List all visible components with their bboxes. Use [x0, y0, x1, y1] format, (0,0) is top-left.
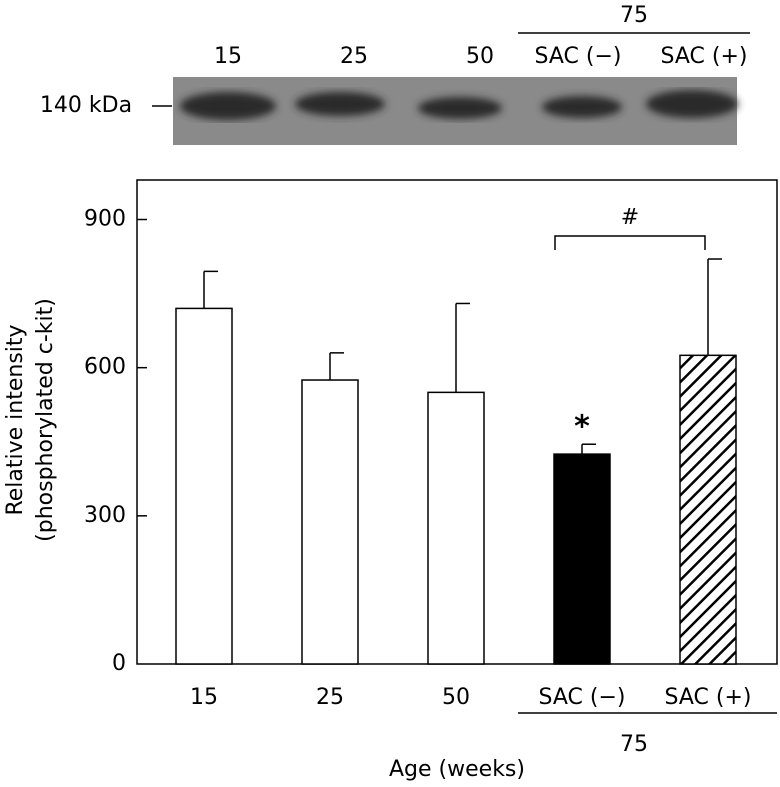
blot-label: 140 kDa — [40, 93, 132, 118]
significance-hash: # — [621, 205, 639, 230]
x-tick-label: SAC (−) — [539, 685, 626, 710]
y-tick-label: 600 — [84, 355, 126, 380]
y-tick-label: 0 — [112, 651, 126, 676]
y-tick-label: 900 — [84, 207, 126, 232]
blot-lane-label: 15 — [214, 44, 242, 69]
bar — [301, 379, 359, 665]
x-tick-label: 50 — [442, 685, 470, 710]
western-blot — [173, 77, 738, 145]
bar — [427, 391, 485, 665]
x-axis-label: Age (weeks) — [389, 757, 525, 782]
bar — [679, 354, 737, 665]
x-tick-label: 15 — [190, 685, 218, 710]
y-tick-label: 300 — [84, 503, 126, 528]
x-tick-label: 25 — [316, 685, 344, 710]
blot-lane-label: 25 — [340, 44, 368, 69]
blot-lane-label: SAC (−) — [535, 44, 622, 69]
bar — [175, 307, 233, 665]
significance-star: * — [574, 410, 590, 445]
blot-lane-label: SAC (+) — [661, 44, 748, 69]
blot-lane-label: 50 — [466, 44, 494, 69]
blot-group-label: 75 — [620, 3, 648, 28]
x-tick-label: SAC (+) — [665, 685, 752, 710]
significance-bracket — [554, 235, 706, 250]
bar — [553, 453, 611, 665]
y-axis-label: (phosphorylated c-kit) — [33, 298, 58, 542]
group-label: 75 — [620, 732, 648, 757]
y-axis-label: Relative intensity — [3, 324, 28, 515]
